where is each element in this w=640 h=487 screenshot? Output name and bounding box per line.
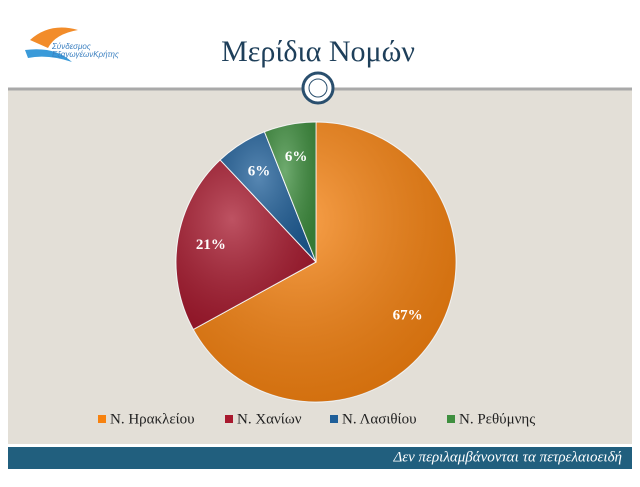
logo-text: Σύνδεσμος (51, 42, 91, 51)
ornament (301, 71, 335, 105)
logo-text: ΕξαγωγέωνΚρήτης (52, 50, 119, 59)
footer-note: Δεν περιλαμβάνονται τα πετρελαιοειδή (392, 449, 622, 465)
pie: 67% 21% 6% 6% (175, 121, 457, 403)
legend-label: Ν. Χανίων (237, 411, 302, 427)
legend-swatch (98, 415, 106, 423)
data-label: 67% (393, 308, 423, 324)
logo-mark (25, 49, 72, 62)
data-label: 6% (248, 164, 271, 180)
data-label: 21% (196, 237, 226, 253)
legend-swatch (447, 415, 455, 423)
logo-mark (30, 27, 78, 48)
chart-title: Μερίδια Νομών (221, 35, 415, 68)
slice-shade (220, 131, 316, 262)
data-label: 6% (285, 149, 308, 165)
legend-swatch (225, 415, 233, 423)
slice-shade (264, 122, 316, 262)
slice-shade (176, 159, 316, 330)
ornament-inner (308, 78, 328, 98)
legend-label: Ν. Λασιθίου (342, 411, 417, 427)
legend-swatch (330, 415, 338, 423)
slice-shade (193, 122, 456, 402)
legend: Ν. Ηρακλείου Ν. Χανίων Ν. Λασιθίου Ν. Ρεθύμ… (98, 411, 535, 427)
legend-label: Ν. Ηρακλείου (110, 411, 195, 427)
legend-label: Ν. Ρεθύμνης (459, 411, 535, 427)
footer-bar (8, 447, 632, 469)
